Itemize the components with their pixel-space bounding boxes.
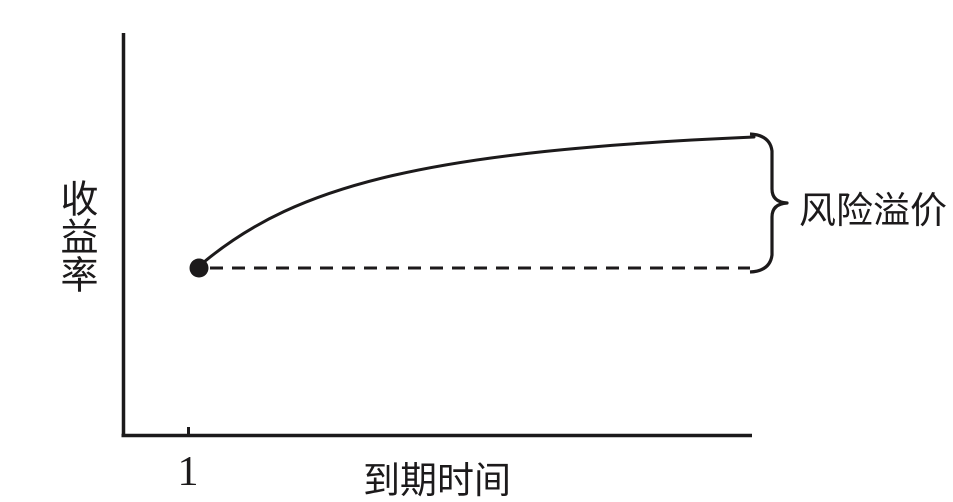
x-tick-label-1: 1 [177,449,199,495]
yield-curve-line [202,135,756,264]
x-axis-label: 到期时间 [363,461,511,502]
y-axis-label: 收益率 [54,179,96,293]
curve-start-dot [189,258,209,278]
risk-premium-label: 风险溢价 [799,191,947,232]
risk-premium-brace [749,132,789,274]
